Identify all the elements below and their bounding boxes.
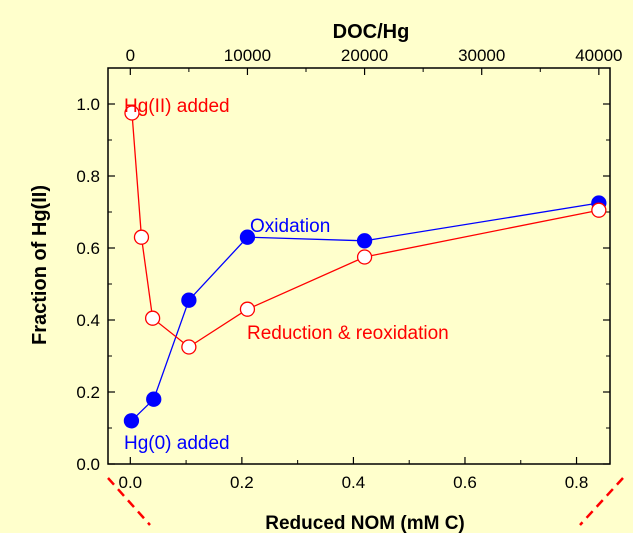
y-tick-label: 0.6 (76, 239, 100, 258)
series-0-point (239, 229, 256, 245)
top-tick-label: 30000 (458, 46, 505, 65)
y-tick-label: 1.0 (76, 95, 100, 114)
break-mark-right (579, 477, 624, 526)
series-1-point (124, 105, 140, 121)
x-tick-label: 0.0 (118, 473, 142, 492)
y-axis-title: Fraction of Hg(II) (29, 185, 51, 345)
x-tick-label: 0.4 (342, 473, 366, 492)
top-tick-label: 0 (126, 46, 135, 65)
y-tick-label: 0.0 (76, 455, 100, 474)
annotation-reduction-reoxidation: Reduction & reoxidation (247, 323, 449, 344)
top-tick-label: 10000 (224, 46, 271, 65)
annotation-hg0-added: Hg(0) added (124, 433, 230, 454)
y-tick-label: 0.2 (76, 383, 100, 402)
plot-frame (107, 67, 611, 465)
series-1-point (144, 310, 161, 326)
series-1-point (356, 249, 373, 265)
top-tick-label: 20000 (341, 46, 388, 65)
series-0-point (356, 233, 373, 249)
break-mark-left (107, 477, 151, 526)
x-tick-label: 0.2 (230, 473, 254, 492)
top-tick-label: 40000 (575, 46, 622, 65)
series-1-point (591, 202, 607, 218)
series-points (123, 105, 607, 429)
series-1-point (133, 229, 150, 245)
annotation-oxidation: Oxidation (250, 216, 330, 237)
y-tick-label: 0.8 (76, 167, 100, 186)
axis-break-marks (107, 477, 624, 526)
series-1-point (239, 301, 256, 317)
x-tick-label: 0.6 (453, 473, 477, 492)
series-1-point (181, 339, 197, 355)
top-axis-title: DOC/Hg (333, 21, 410, 43)
series-0-point (146, 391, 162, 407)
x-tick-label: 0.8 (565, 473, 589, 492)
annotation-hgii-added: Hg(II) added (124, 96, 230, 117)
series-0-point (181, 292, 197, 308)
x-axis-title: Reduced NOM (mM C) (265, 513, 465, 533)
y-tick-label: 0.4 (76, 311, 100, 330)
axis-ticks: 0.0 0.2 0.4 0.6 0.8 0 10000 20000 30000 40000 0.0 0… (76, 46, 622, 492)
series-0-point (123, 413, 140, 429)
